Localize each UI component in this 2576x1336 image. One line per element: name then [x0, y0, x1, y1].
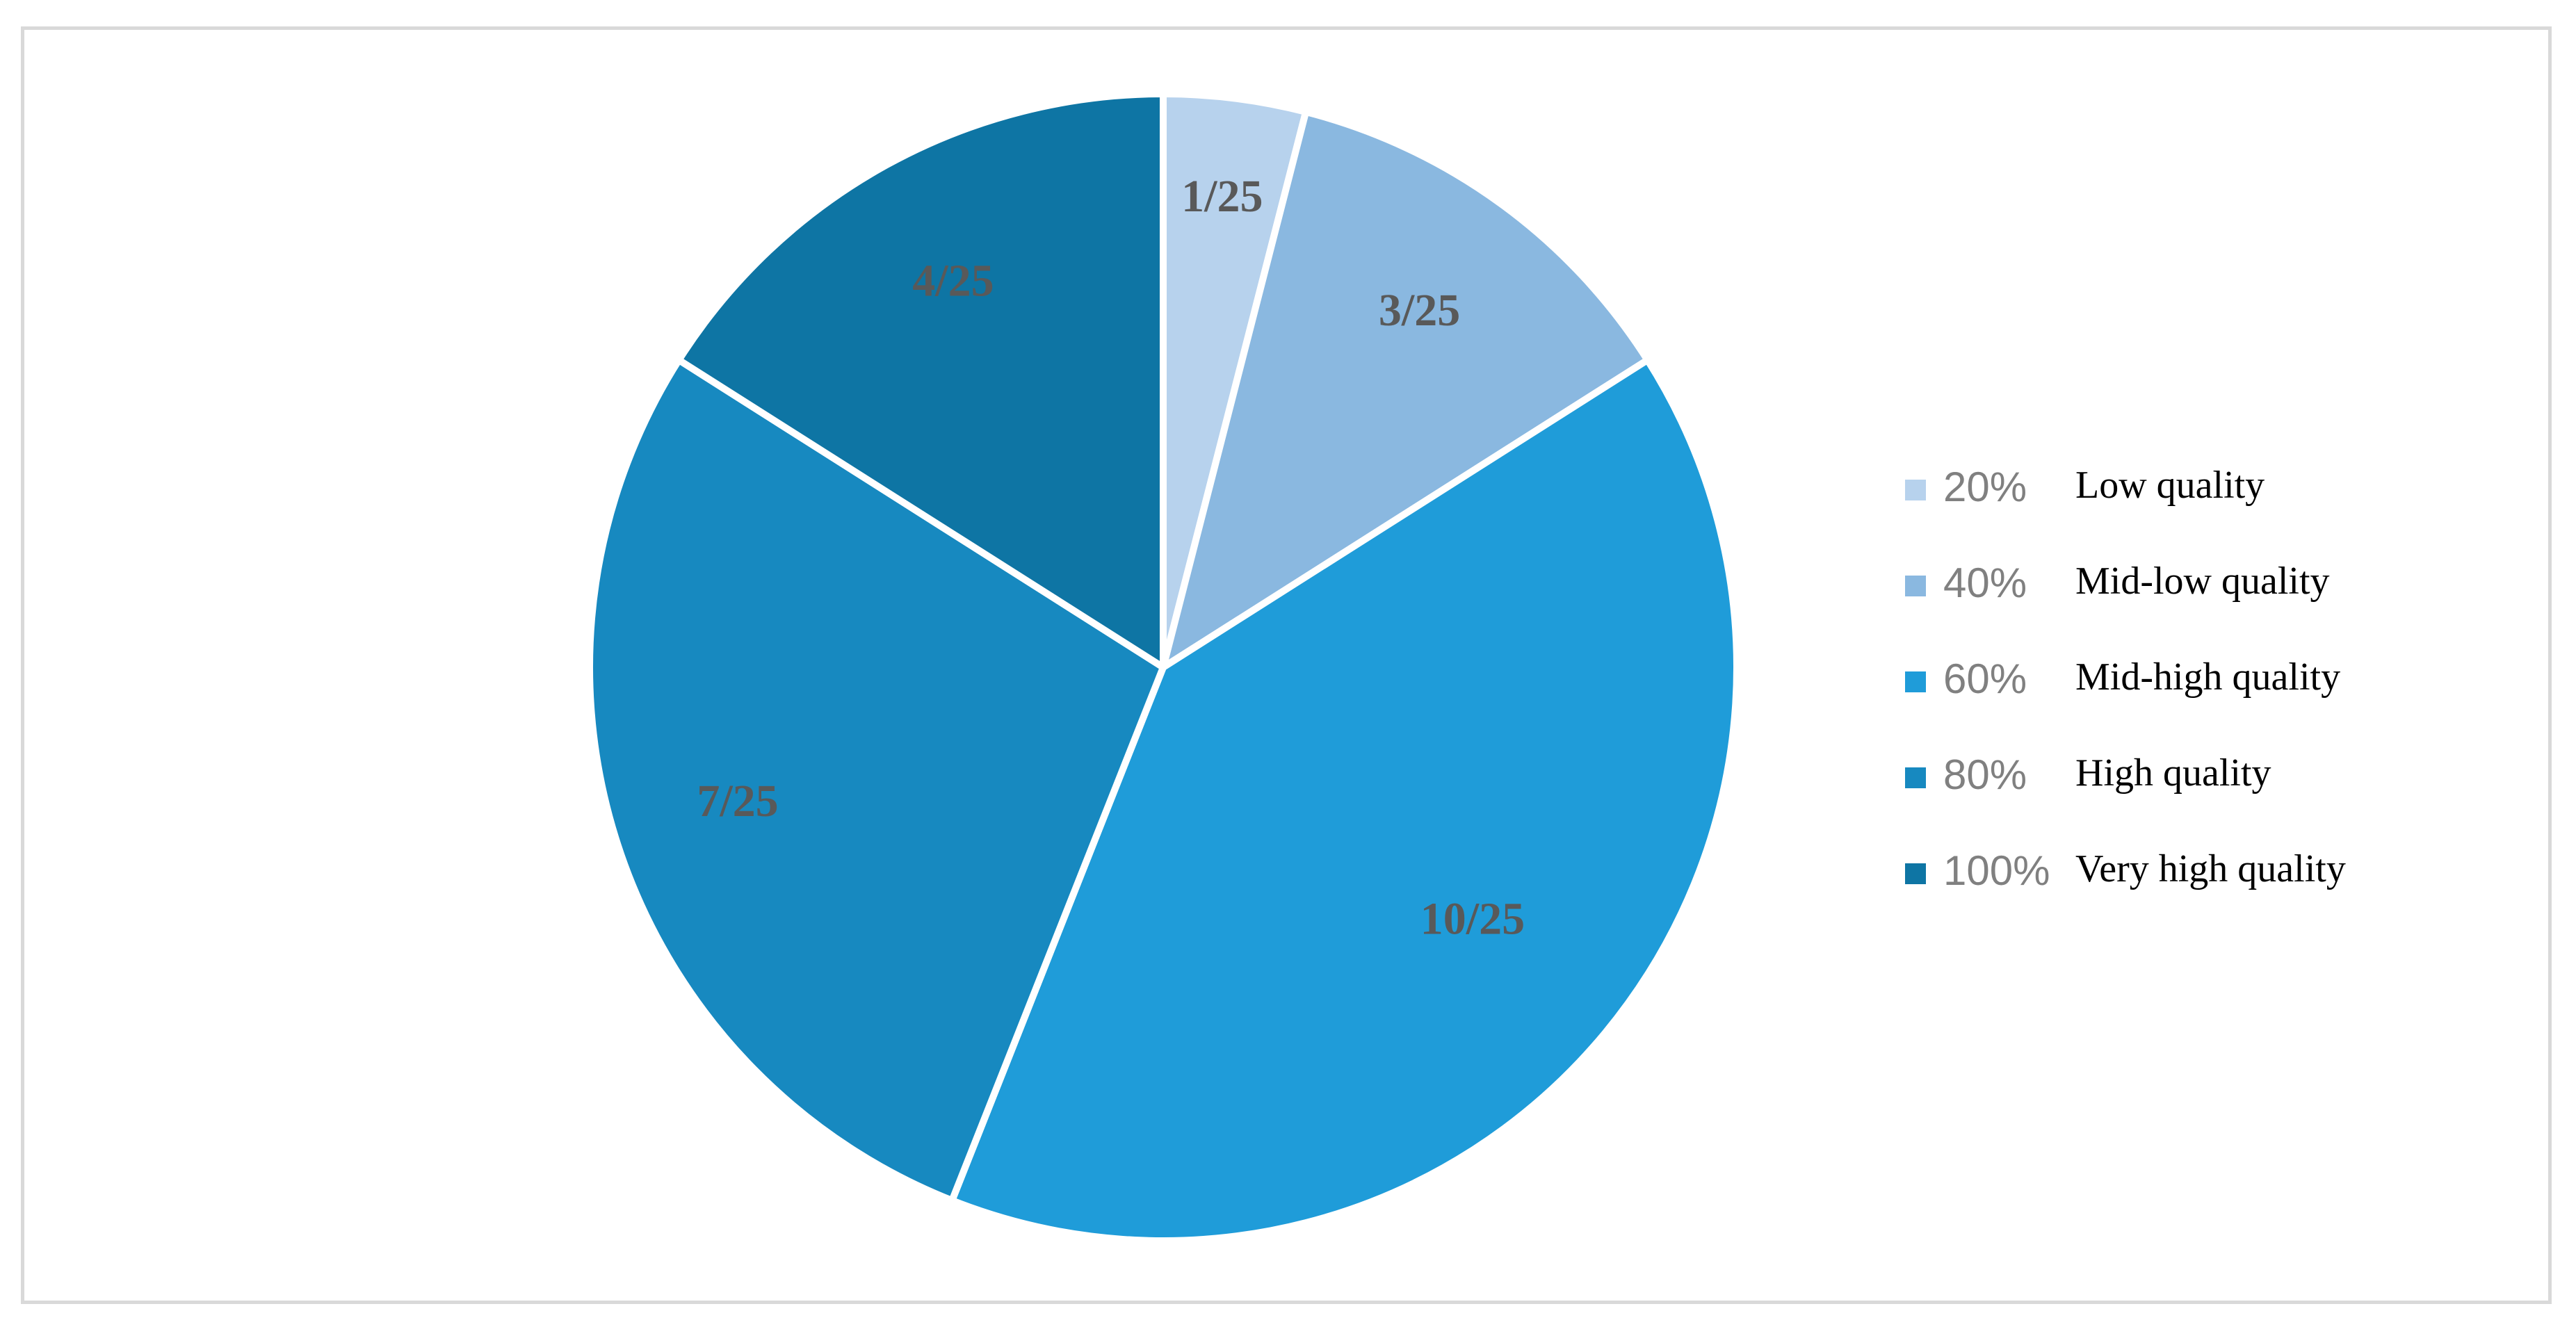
- legend-entry-1: 20% Low quality: [1905, 464, 2265, 510]
- pie-slice-3: [948, 356, 1740, 1245]
- slice-label-4: 7/25: [697, 776, 778, 826]
- legend-percent-3: 60%: [1943, 655, 2027, 702]
- legend-percent-1: 20%: [1943, 464, 2027, 510]
- legend-entry-5: 100% Very high quality: [1905, 847, 2346, 894]
- slice-label-5: 4/25: [912, 256, 994, 307]
- legend-swatch-5: [1905, 863, 1926, 884]
- pie-slice-labels: 1/25 3/25 10/25 7/25 4/25: [697, 171, 1525, 944]
- legend-entry-4: 80% High quality: [1905, 751, 2271, 798]
- legend-name-3: Mid-high quality: [2075, 655, 2340, 699]
- legend-swatch-4: [1905, 767, 1926, 788]
- pie-slices: [586, 90, 1740, 1245]
- pie-slice-5: [675, 90, 1167, 671]
- legend-percent-2: 40%: [1943, 560, 2027, 606]
- legend-name-4: High quality: [2075, 751, 2271, 795]
- slice-label-2: 3/25: [1379, 285, 1460, 336]
- pie-slice-4: [586, 356, 1167, 1205]
- legend-percent-5: 100%: [1943, 847, 2050, 894]
- legend-entry-3: 60% Mid-high quality: [1905, 655, 2340, 702]
- legend-name-5: Very high quality: [2075, 847, 2346, 890]
- slice-label-1: 1/25: [1181, 171, 1263, 222]
- slice-label-3: 10/25: [1420, 893, 1525, 944]
- legend-swatch-2: [1905, 576, 1926, 596]
- legend-name-1: Low quality: [2075, 464, 2265, 507]
- legend-entry-2: 40% Mid-low quality: [1905, 560, 2330, 606]
- pie-slice-2: [1160, 108, 1651, 671]
- legend-name-2: Mid-low quality: [2075, 560, 2330, 603]
- legend: 20% Low quality 40% Mid-low quality 60% Mid-h…: [1905, 464, 2346, 894]
- legend-swatch-1: [1905, 480, 1926, 500]
- legend-swatch-3: [1905, 671, 1926, 692]
- legend-percent-4: 80%: [1943, 751, 2027, 798]
